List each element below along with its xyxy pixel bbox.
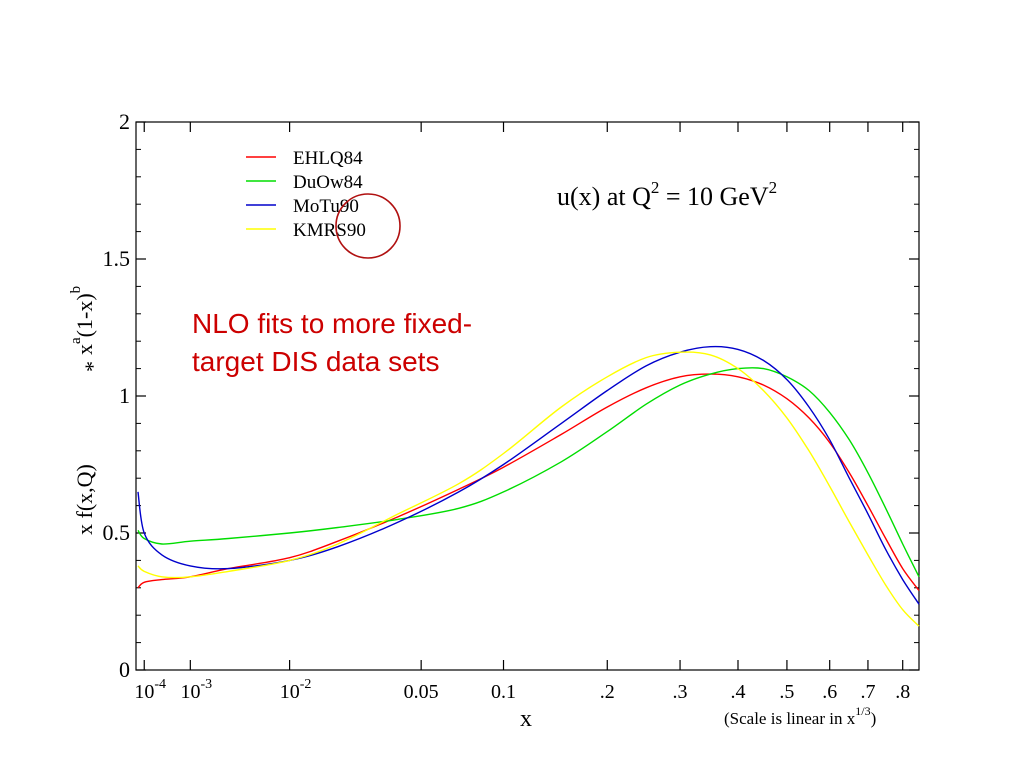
series-line-motu90	[137, 345, 920, 605]
y-tick-label: 1.5	[103, 246, 131, 271]
x-tick-label: 10-4	[134, 677, 166, 703]
x-tick-label: 10-3	[180, 677, 212, 703]
y-tick-labels: 0 0.5 1 1.5 2	[103, 109, 131, 682]
annotation-line-2: target DIS data sets	[192, 346, 439, 377]
x-tick-label: .7	[860, 681, 875, 703]
x-tick-label: .4	[730, 681, 745, 703]
highlight-circle	[335, 193, 401, 259]
plot-area	[135, 121, 920, 671]
annotation-line-1: NLO fits to more fixed-	[192, 308, 472, 339]
y-axis-label: x f(x,Q) *xa(1-x)b	[68, 286, 105, 535]
y-tick-label: 0	[119, 657, 130, 682]
x-tick-label: .6	[822, 681, 837, 703]
legend-label-ehlq84: EHLQ84	[293, 148, 363, 169]
y-tick-label: 1	[119, 383, 130, 408]
x-tick-label: 0.05	[404, 681, 439, 703]
scale-note: (Scale is linear in x1/3)	[724, 704, 876, 728]
x-tick-label: 10-2	[280, 677, 312, 703]
x-tick-label: 0.1	[491, 681, 516, 703]
series-line-kmrs90	[137, 351, 920, 627]
y-tick-label: 2	[119, 109, 130, 134]
series-line-duow84	[137, 367, 920, 578]
series-lines	[137, 345, 920, 627]
x-tick-label: .3	[673, 681, 688, 703]
x-tick-labels: 10-4 10-3 10-2 0.05 0.1 .2 .3 .4 .5 .6 .7 .8	[134, 677, 910, 703]
legend: EHLQ84 DuOw84 MoTu90 KMRS90	[246, 148, 366, 241]
legend-label-kmrs90: KMRS90	[293, 220, 366, 241]
x-tick-label: .2	[600, 681, 615, 703]
chart-title: u(x) at Q2 = 10 GeV2	[557, 178, 777, 211]
x-axis-label: x	[520, 706, 532, 732]
svg-text:*xa(1-x)b: *xa(1-x)b	[68, 286, 105, 372]
svg-text:x f(x,Q): x f(x,Q)	[72, 464, 97, 535]
x-tick-label: .8	[895, 681, 910, 703]
y-label-main: x f(x,Q)	[72, 464, 97, 535]
legend-label-duow84: DuOw84	[293, 172, 363, 193]
y-tick-label: 0.5	[103, 520, 131, 545]
tick-marks	[136, 121, 919, 671]
x-tick-label: .5	[779, 681, 794, 703]
legend-label-motu90: MoTu90	[293, 196, 359, 217]
